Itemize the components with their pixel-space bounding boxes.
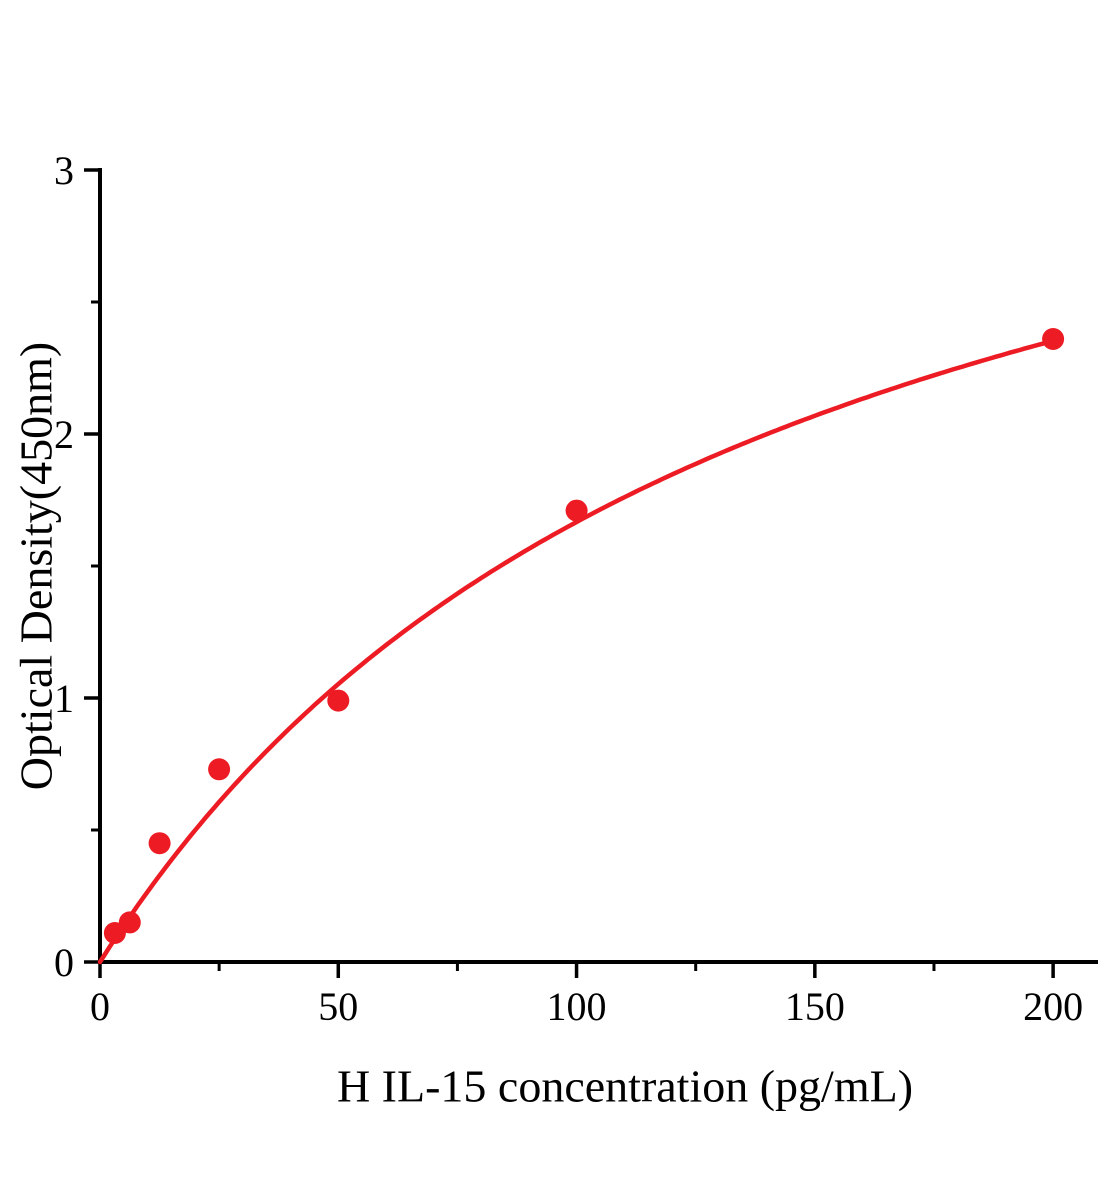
x-tick-label: 50 [318, 984, 358, 1029]
data-point [208, 758, 231, 781]
data-point [327, 689, 350, 712]
y-tick-label: 1 [54, 676, 74, 721]
data-point [565, 499, 588, 522]
y-tick-label: 2 [54, 412, 74, 457]
x-axis-label: H IL-15 concentration (pg/mL) [336, 1060, 914, 1112]
x-tick-label: 100 [547, 984, 607, 1029]
x-tick-label: 0 [90, 984, 110, 1029]
data-point [118, 911, 141, 934]
data-point [1042, 328, 1065, 350]
y-tick-label: 3 [54, 148, 74, 193]
y-tick-label: 0 [54, 940, 74, 985]
x-tick-label: 150 [785, 984, 845, 1029]
data-point [148, 832, 171, 855]
y-axis-label: Optical Density(450nm) [10, 341, 62, 791]
x-tick-label: 200 [1023, 984, 1083, 1029]
fit-curve [97, 338, 1056, 965]
